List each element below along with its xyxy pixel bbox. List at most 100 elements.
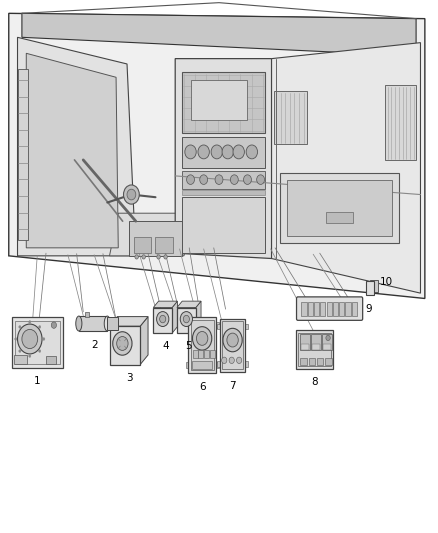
Text: 9: 9 — [366, 304, 372, 313]
Circle shape — [127, 189, 136, 200]
Text: 1: 1 — [34, 376, 41, 386]
Circle shape — [187, 175, 194, 184]
FancyBboxPatch shape — [297, 297, 363, 320]
Text: 5: 5 — [186, 341, 192, 351]
Circle shape — [246, 145, 258, 159]
Bar — [352, 302, 357, 316]
Bar — [182, 171, 265, 189]
Bar — [287, 180, 392, 236]
Bar — [193, 350, 198, 358]
Bar — [346, 302, 351, 316]
Bar — [79, 316, 107, 331]
Circle shape — [257, 175, 265, 184]
Bar — [307, 302, 313, 316]
Bar — [188, 317, 216, 373]
Bar — [214, 322, 219, 328]
Bar — [18, 69, 28, 240]
Circle shape — [237, 357, 242, 364]
Bar — [300, 334, 310, 350]
Polygon shape — [177, 301, 201, 308]
Ellipse shape — [76, 316, 82, 331]
Circle shape — [326, 335, 330, 341]
Circle shape — [193, 327, 212, 350]
Bar — [210, 350, 215, 358]
Bar — [182, 72, 265, 133]
Circle shape — [215, 175, 223, 184]
Polygon shape — [110, 317, 148, 326]
Circle shape — [198, 145, 209, 159]
Bar — [220, 319, 245, 372]
Circle shape — [39, 350, 41, 352]
Circle shape — [159, 316, 166, 323]
Circle shape — [233, 145, 244, 159]
Ellipse shape — [104, 316, 110, 331]
Bar — [326, 212, 353, 223]
Circle shape — [117, 336, 128, 350]
Bar — [129, 221, 182, 256]
Circle shape — [19, 350, 21, 352]
Circle shape — [185, 145, 196, 159]
Bar — [301, 344, 309, 350]
Circle shape — [43, 338, 45, 341]
Bar — [222, 321, 243, 369]
Bar — [311, 334, 321, 350]
Bar — [325, 358, 332, 365]
Circle shape — [124, 185, 139, 204]
Circle shape — [51, 322, 57, 328]
Bar — [107, 317, 118, 330]
Circle shape — [135, 255, 138, 259]
Text: 8: 8 — [311, 377, 318, 387]
Circle shape — [200, 175, 208, 184]
Bar — [312, 344, 320, 350]
Bar — [204, 350, 209, 358]
Circle shape — [229, 357, 234, 364]
Text: 6: 6 — [199, 382, 205, 392]
Bar — [177, 308, 196, 333]
Circle shape — [211, 145, 223, 159]
Bar — [134, 237, 151, 253]
Circle shape — [29, 355, 31, 358]
Polygon shape — [172, 301, 177, 333]
Polygon shape — [153, 301, 177, 308]
Bar — [280, 173, 399, 243]
Bar — [192, 361, 212, 369]
Circle shape — [142, 255, 145, 259]
Bar — [333, 302, 338, 316]
Circle shape — [180, 312, 193, 327]
Bar — [191, 80, 247, 120]
Circle shape — [184, 316, 190, 323]
Bar — [155, 237, 173, 253]
Bar — [309, 358, 315, 365]
Bar — [14, 355, 27, 364]
Polygon shape — [272, 43, 420, 293]
Polygon shape — [140, 317, 148, 365]
Circle shape — [113, 332, 132, 355]
Circle shape — [244, 175, 251, 184]
Bar — [12, 317, 63, 368]
Circle shape — [222, 357, 227, 364]
Circle shape — [15, 338, 17, 341]
Text: 10: 10 — [380, 277, 393, 287]
Bar — [320, 302, 325, 316]
Bar — [198, 350, 203, 358]
Bar — [366, 281, 374, 295]
Bar — [296, 330, 333, 369]
Bar — [85, 312, 89, 317]
Polygon shape — [175, 59, 272, 259]
Bar — [314, 302, 319, 316]
Bar — [274, 91, 307, 144]
Bar — [182, 190, 265, 195]
Bar — [153, 308, 172, 333]
Polygon shape — [110, 213, 193, 256]
Circle shape — [29, 320, 31, 323]
Bar — [322, 334, 332, 350]
Bar — [317, 358, 323, 365]
Bar — [298, 333, 331, 366]
Bar — [15, 321, 60, 364]
Circle shape — [19, 326, 21, 328]
Bar — [186, 362, 190, 368]
Polygon shape — [18, 37, 136, 256]
Bar — [244, 324, 248, 329]
Circle shape — [18, 324, 42, 354]
Bar — [385, 85, 416, 160]
